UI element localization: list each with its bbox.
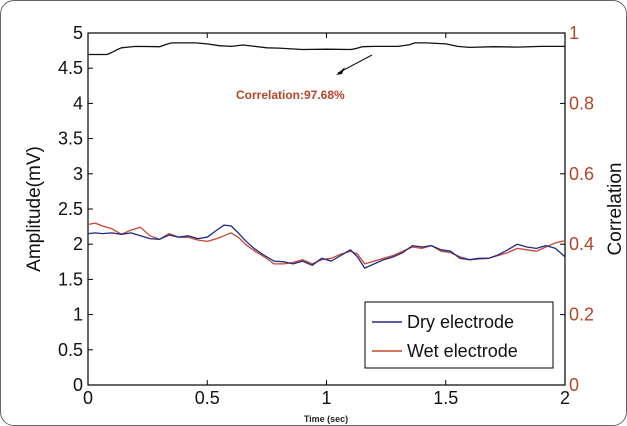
- legend-box: [364, 301, 554, 369]
- y-tick-label: 3.5: [58, 129, 83, 149]
- series-line-dry-electrode: [87, 224, 566, 269]
- y-tick-label: 4.5: [58, 58, 83, 78]
- annotation-text: Correlation:97.68%: [236, 88, 345, 102]
- series-line-correlation: [88, 42, 565, 56]
- legend-label-wet: Wet electrode: [407, 341, 518, 361]
- legend-label-dry: Dry electrode: [407, 312, 514, 332]
- series-lines: [87, 42, 566, 269]
- y-tick-label: 1.5: [58, 269, 83, 289]
- y-tick-label: 4: [73, 93, 83, 113]
- y2-tick-label: 1: [569, 23, 579, 43]
- y2-tick-label: 0.2: [569, 305, 594, 325]
- y2-tick-label: 0.8: [569, 93, 594, 113]
- y-axis-label: Amplitude(mV): [24, 146, 45, 272]
- x-tick-label: 0: [83, 388, 93, 408]
- y2-tick-label: 0: [569, 375, 579, 395]
- x-axis-label: Time (sec): [304, 414, 348, 424]
- x-tick-label: 1.5: [433, 388, 458, 408]
- y-tick-label: 1: [73, 305, 83, 325]
- x-tick-label: 2: [560, 388, 570, 408]
- y-tick-label: 5: [73, 23, 83, 43]
- left-axis: 0 0.5 1 1.5 2 2.5 3 3.5 4 4.5 5: [58, 23, 93, 395]
- y2-tick-label: 0.6: [569, 164, 594, 184]
- right-axis: 0 0.2 0.4 0.6 0.8 1: [560, 23, 594, 395]
- y2-tick-label: 0.4: [569, 234, 594, 254]
- x-axis: 0 0.5 1 1.5 2: [83, 33, 570, 408]
- annotation-arrow-head: [336, 67, 345, 75]
- y-tick-label: 3: [73, 164, 83, 184]
- x-tick-label: 0.5: [195, 388, 220, 408]
- x-tick-label: 1: [321, 388, 331, 408]
- y-tick-label: 2.5: [58, 199, 83, 219]
- y2-axis-label: Correlation: [605, 163, 626, 256]
- y-tick-label: 2: [73, 234, 83, 254]
- y-tick-label: 0.5: [58, 340, 83, 360]
- y-tick-label: 0: [73, 375, 83, 395]
- legend: Dry electrode Wet electrode: [364, 301, 554, 369]
